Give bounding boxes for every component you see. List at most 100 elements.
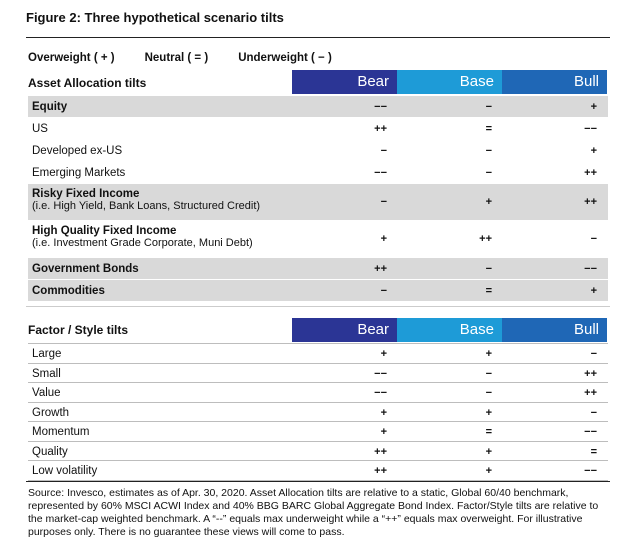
bear-header: Bear xyxy=(292,70,397,94)
source-note: Source: Invesco, estimates as of Apr. 30… xyxy=(28,487,599,538)
bull-tilt: −− xyxy=(584,426,597,438)
base-tilt: − xyxy=(485,367,492,380)
row-label: US xyxy=(32,123,48,135)
bull-tilt: = xyxy=(590,445,597,458)
row-label: Low volatility xyxy=(32,465,98,477)
bull-tilt: + xyxy=(590,101,597,113)
row-label: Commodities xyxy=(32,285,105,297)
base-tilt: = xyxy=(485,285,492,297)
bull-tilt: + xyxy=(590,285,597,297)
bottom-rule xyxy=(26,481,610,482)
bull-tilt: − xyxy=(590,348,597,360)
row-label: Government Bonds xyxy=(32,263,139,275)
bear-tilt: −− xyxy=(374,101,387,113)
table-row: Quality ++ + = xyxy=(28,442,608,461)
table-row: Large + + − xyxy=(28,344,608,364)
row-label: Value xyxy=(32,387,61,399)
bull-header: Bull xyxy=(502,70,607,94)
table-row: Risky Fixed Income (i.e. High Yield, Bank… xyxy=(28,184,608,221)
base-tilt: − xyxy=(485,145,492,157)
bear-tilt: ++ xyxy=(374,465,387,477)
base-tilt: + xyxy=(485,465,492,477)
table-row: Emerging Markets −− − ++ xyxy=(28,162,608,184)
base-header: Base xyxy=(397,318,502,342)
bear-tilt: + xyxy=(380,233,387,245)
row-label: Risky Fixed Income (i.e. High Yield, Bank… xyxy=(32,188,260,212)
base-tilt: − xyxy=(485,167,492,179)
base-tilt: − xyxy=(485,387,492,399)
bear-tilt: − xyxy=(380,196,387,208)
base-tilt: − xyxy=(485,101,492,113)
bear-tilt: −− xyxy=(374,387,387,399)
row-label: High Quality Fixed Income (i.e. Investmen… xyxy=(32,225,253,249)
base-header: Base xyxy=(397,70,502,94)
bear-tilt: −− xyxy=(374,167,387,179)
table-row: Momentum + = −− xyxy=(28,422,608,442)
row-label-text: Emerging Markets xyxy=(32,167,126,179)
row-label-text: High Quality Fixed Income xyxy=(32,225,177,237)
row-label: Growth xyxy=(32,406,70,419)
base-tilt: − xyxy=(485,263,492,275)
table-row: US ++ = −− xyxy=(28,118,608,140)
asset-table-label: Asset Allocation tilts xyxy=(28,76,147,90)
factor-rows: Large + + − Small −− − ++ Value −− − ++ Growth + + − Mom… xyxy=(28,344,608,481)
bear-tilt: ++ xyxy=(374,123,387,135)
bull-tilt: −− xyxy=(584,123,597,135)
bull-tilt: −− xyxy=(584,465,597,477)
base-tilt: + xyxy=(485,196,492,208)
base-tilt: + xyxy=(485,406,492,419)
bear-tilt: − xyxy=(380,285,387,297)
table-row: Government Bonds ++ − −− xyxy=(28,258,608,280)
bull-tilt: − xyxy=(590,406,597,419)
asset-header-row: Asset Allocation tilts Bear Base Bull xyxy=(28,70,608,96)
bear-tilt: − xyxy=(380,145,387,157)
row-label: Small xyxy=(32,367,61,380)
bull-tilt: −− xyxy=(584,263,597,275)
legend: Overweight ( + ) Neutral ( = ) Underweig… xyxy=(28,52,332,64)
bear-header: Bear xyxy=(292,318,397,342)
base-tilt: + xyxy=(485,445,492,458)
table-row: Small −− − ++ xyxy=(28,364,608,383)
bear-tilt: −− xyxy=(374,367,387,380)
bull-tilt: − xyxy=(590,233,597,245)
asset-rows: Equity −− − + US ++ = −− Developed ex-US − − + Emerg… xyxy=(28,96,608,302)
row-label-text: Equity xyxy=(32,101,68,113)
legend-underweight: Underweight ( − ) xyxy=(238,52,332,64)
legend-overweight: Overweight ( + ) xyxy=(28,52,115,64)
row-label: Equity xyxy=(32,101,67,113)
row-label: Developed ex-US xyxy=(32,145,122,157)
bull-tilt: ++ xyxy=(584,367,597,380)
bull-tilt: + xyxy=(590,145,597,157)
row-label-text: Commodities xyxy=(32,285,105,297)
asset-allocation-table: Asset Allocation tilts Bear Base Bull Eq… xyxy=(28,70,608,302)
row-label: Emerging Markets xyxy=(32,167,125,179)
bear-tilt: ++ xyxy=(374,445,387,458)
factor-style-table: Factor / Style tilts Bear Base Bull Larg… xyxy=(28,318,608,481)
row-label-text: Government Bonds xyxy=(32,263,139,275)
base-tilt: = xyxy=(485,426,492,438)
row-sublabel: (i.e. Investment Grade Corporate, Muni D… xyxy=(32,237,253,249)
bull-tilt: ++ xyxy=(584,196,597,208)
row-label: Quality xyxy=(32,445,68,458)
bear-tilt: + xyxy=(380,348,387,360)
row-label-text: Developed ex-US xyxy=(32,145,123,157)
bear-tilt: ++ xyxy=(374,263,387,275)
row-label: Large xyxy=(32,348,62,360)
table-row: Developed ex-US − − + xyxy=(28,140,608,162)
legend-neutral: Neutral ( = ) xyxy=(144,52,209,64)
row-label: Momentum xyxy=(32,426,90,438)
table-row: Commodities − = + xyxy=(28,280,608,302)
title-rule xyxy=(26,37,610,38)
bull-tilt: ++ xyxy=(584,167,597,179)
bull-header: Bull xyxy=(502,318,607,342)
table-row: Value −− − ++ xyxy=(28,383,608,403)
row-label-text: Risky Fixed Income xyxy=(32,188,140,200)
bear-tilt: + xyxy=(380,426,387,438)
factor-header-row: Factor / Style tilts Bear Base Bull xyxy=(28,318,608,344)
figure-title: Figure 2: Three hypothetical scenario ti… xyxy=(26,10,284,25)
table-row: Growth + + − xyxy=(28,403,608,422)
base-tilt: + xyxy=(485,348,492,360)
row-sublabel: (i.e. High Yield, Bank Loans, Structured… xyxy=(32,200,261,212)
table-row: High Quality Fixed Income (i.e. Investmen… xyxy=(28,221,608,258)
base-tilt: ++ xyxy=(479,233,492,245)
